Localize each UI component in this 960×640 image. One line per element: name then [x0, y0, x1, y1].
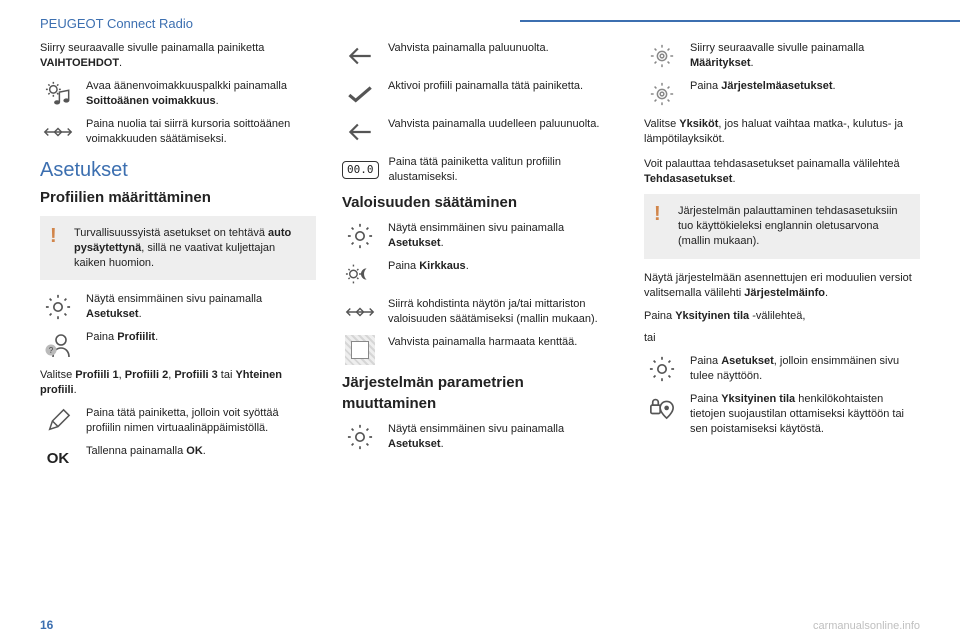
page-number: 16 [40, 618, 53, 632]
pencil-icon [40, 406, 76, 436]
row-back-arrow-2: Vahvista painamalla uudelleen paluunuolt… [342, 117, 618, 147]
column-2: Vahvista painamalla paluunuolta. Aktivoi… [342, 41, 618, 482]
col3-or: tai [644, 331, 920, 346]
row-back-arrow-1: Vahvista painamalla paluunuolta. [342, 41, 618, 71]
text-brightness: Paina Kirkkaus. [388, 259, 618, 274]
row-system-settings: Paina Järjestelmäasetukset. [644, 79, 920, 109]
brightness-icon [342, 259, 378, 289]
gear-outline-icon [342, 422, 378, 452]
row-settings-2: Näytä ensimmäinen sivu painamalla Asetuk… [342, 221, 618, 251]
text-greybox: Vahvista painamalla harmaata kenttää. [388, 335, 618, 350]
ok-icon: OK [40, 444, 76, 474]
column-1: Siirry seuraavalle sivulle painamalla pa… [40, 41, 316, 482]
gear-small-icon [644, 41, 680, 71]
back-arrow-icon [342, 117, 378, 147]
row-slider-2: Siirrä kohdistinta näytön ja/tai mittari… [342, 297, 618, 327]
manual-page: PEUGEOT Connect Radio Siirry seuraavalle… [0, 0, 960, 640]
col1-select-profile: Valitse Profiili 1, Profiili 2, Profiili… [40, 368, 316, 398]
back-arrow-icon [342, 41, 378, 71]
alert-text-2: Järjestelmän palauttaminen tehdasasetuks… [678, 204, 910, 249]
column-3: Siirry seuraavalle sivulle painamalla Mä… [644, 41, 920, 482]
text-pencil: Paina tätä painiketta, jolloin voit syöt… [86, 406, 316, 436]
row-settings-3: Näytä ensimmäinen sivu painamalla Asetuk… [342, 422, 618, 452]
header-title: PEUGEOT Connect Radio [40, 16, 193, 31]
row-profiles: ? Paina Profiilit. [40, 330, 316, 360]
text-slider-2: Siirrä kohdistinta näytön ja/tai mittari… [388, 297, 618, 327]
text-ok: Tallenna painamalla OK. [86, 444, 316, 459]
slider-arrows-icon [40, 117, 76, 147]
text-show-settings: Näytä ensimmäinen sivu painamalla Asetuk… [86, 292, 316, 322]
row-show-settings: Näytä ensimmäinen sivu painamalla Asetuk… [40, 292, 316, 322]
col3-sysinfo: Näytä järjestelmään asennettujen eri mod… [644, 271, 920, 301]
checkmark-icon [342, 79, 378, 109]
lock-pin-icon [644, 392, 680, 422]
text-settings-4: Paina Asetukset, jolloin ensimmäinen siv… [690, 354, 920, 384]
text-private-mode: Paina Yksityinen tila henkilökohtaisten … [690, 392, 920, 437]
row-brightness: Paina Kirkkaus. [342, 259, 618, 289]
gear-outline-icon [40, 292, 76, 322]
factory-alert: ! Järjestelmän palauttaminen tehdasasetu… [644, 194, 920, 259]
col1-intro: Siirry seuraavalle sivulle painamalla pa… [40, 41, 316, 71]
text-ringtone-volume: Avaa äänenvoimakkuuspalkki painamalla So… [86, 79, 316, 109]
text-profiles: Paina Profiilit. [86, 330, 316, 345]
row-config: Siirry seuraavalle sivulle painamalla Mä… [644, 41, 920, 71]
row-private-mode: Paina Yksityinen tila henkilökohtaisten … [644, 392, 920, 437]
watermark: carmanualsonline.info [813, 620, 920, 632]
text-checkmark: Aktivoi profiili painamalla tätä painike… [388, 79, 618, 94]
row-ok: OK Tallenna painamalla OK. [40, 444, 316, 474]
row-checkmark: Aktivoi profiili painamalla tätä painike… [342, 79, 618, 109]
subsection-profiilit: Profiilien määrittäminen [40, 188, 316, 208]
alert-text: Turvallisuussyistä asetukset on tehtävä … [74, 226, 306, 271]
row-pencil: Paina tätä painiketta, jolloin voit syöt… [40, 406, 316, 436]
person-question-icon: ? [40, 330, 76, 360]
col3-private-tab: Paina Yksityinen tila -välilehteä, [644, 309, 920, 324]
text-reset: Paina tätä painiketta valitun profiilin … [389, 155, 619, 185]
text-config: Siirry seuraavalle sivulle painamalla Mä… [690, 41, 920, 71]
text-system-settings: Paina Järjestelmäasetukset. [690, 79, 920, 94]
col3-factory: Voit palauttaa tehdasasetukset painamall… [644, 157, 920, 187]
text-settings-3: Näytä ensimmäinen sivu painamalla Asetuk… [388, 422, 618, 452]
gear-small-icon [644, 79, 680, 109]
col3-units: Valitse Yksiköt, jos haluat vaihtaa matk… [644, 117, 920, 147]
gear-outline-icon [342, 221, 378, 251]
text-settings-2: Näytä ensimmäinen sivu painamalla Asetuk… [388, 221, 618, 251]
safety-alert: ! Turvallisuussyistä asetukset on tehtäv… [40, 216, 316, 281]
text-back-2: Vahvista painamalla uudelleen paluunuolt… [388, 117, 618, 132]
alert-icon: ! [50, 226, 64, 271]
reset-counter-icon: 00.0 [342, 155, 379, 185]
gear-music-icon [40, 79, 76, 109]
row-greybox: Vahvista painamalla harmaata kenttää. [342, 335, 618, 365]
row-settings-4: Paina Asetukset, jolloin ensimmäinen siv… [644, 354, 920, 384]
text-slider-arrows: Paina nuolia tai siirrä kursoria soittoä… [86, 117, 316, 147]
alert-icon: ! [654, 204, 668, 249]
grey-field-icon [342, 335, 378, 365]
subsection-system-params: Järjestelmän parametrien muuttaminen [342, 373, 618, 414]
page-header: PEUGEOT Connect Radio [40, 16, 920, 31]
header-rule [520, 20, 960, 22]
section-asetukset: Asetukset [40, 157, 316, 184]
gear-outline-icon [644, 354, 680, 384]
row-ringtone-volume: Avaa äänenvoimakkuuspalkki painamalla So… [40, 79, 316, 109]
subsection-brightness: Valoisuuden säätäminen [342, 193, 618, 213]
svg-text:?: ? [49, 346, 54, 355]
slider-arrows-icon [342, 297, 378, 327]
content-columns: Siirry seuraavalle sivulle painamalla pa… [40, 41, 920, 482]
text-back-1: Vahvista painamalla paluunuolta. [388, 41, 618, 56]
row-slider-arrows: Paina nuolia tai siirrä kursoria soittoä… [40, 117, 316, 147]
row-reset: 00.0 Paina tätä painiketta valitun profi… [342, 155, 618, 185]
